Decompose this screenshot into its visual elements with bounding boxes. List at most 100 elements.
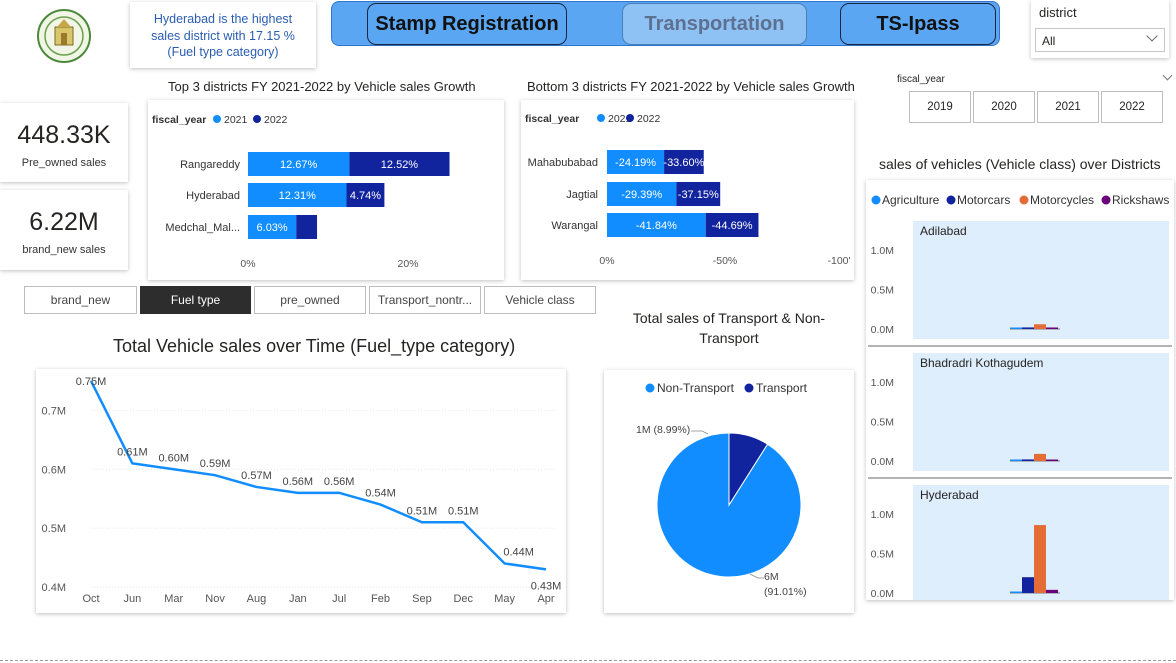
fiscal-year-2019-button[interactable]: 2019 [909,91,971,123]
navigation-bar: Stamp Registration Transportation TS-Ipa… [331,1,1000,46]
line-xtick: Jun [123,593,141,605]
panel-bar-rickshaws[interactable] [1046,327,1058,330]
top3-chart-title: Top 3 districts FY 2021-2022 by Vehicle … [168,79,476,94]
bottom3-bar-chart: fiscal_year 2021 2022 Mahabubabad -24.19%… [525,113,851,267]
panel-bar-rickshaws[interactable] [1046,459,1058,462]
panel-bar-rickshaws[interactable] [1046,589,1058,593]
tab-fuel-type[interactable]: Fuel type [140,286,251,314]
brand-new-sales-value: 6.22M [29,208,99,236]
district-dropdown[interactable]: All [1035,28,1165,52]
bottom3-legend-2021: 2021 [608,113,632,125]
bottom3-chart-card: fiscal_year 2021 2022 Mahabubabad -24.19%… [521,100,854,280]
bottom3-bar-label: -29.39% [621,189,662,201]
top3-category-label: Rangareddy [180,159,240,171]
line-series[interactable] [89,380,547,571]
line-data-label: 0.54M [365,488,396,500]
line-data-label: 0.51M [407,505,438,517]
fiscal-year-2020-button[interactable]: 2020 [973,91,1035,123]
bottom3-bar-2022[interactable] [705,213,759,237]
top3-xtick-0: 0% [240,258,255,270]
panel-ytick: 0.0M [871,324,894,336]
bottom3-category-label: Warangal [551,220,598,232]
bottom3-bar-2021[interactable] [607,150,665,174]
bottom3-bar-2022[interactable] [676,182,721,206]
bottom3-bar-2022[interactable] [664,150,704,174]
line-data-label: 0.43M [531,580,562,592]
panel-bar-agriculture[interactable] [1010,459,1022,462]
vehicle-class-chart-card: Agriculture Motorcars Motorcycles Rickshaws… [866,180,1174,603]
pre-owned-sales-kpi: 448.33K Pre_owned sales [0,103,128,182]
panel-ytick: 1.0M [871,377,894,389]
pre-owned-sales-value: 448.33K [17,121,111,149]
panel-bar-motorcycles[interactable] [1034,525,1046,593]
top3-bar-chart: fiscal_year 2021 2022 Rangareddy 12.67% 12… [152,114,450,270]
bottom3-bar-2021[interactable] [607,182,677,206]
top3-bar-label: 12.31% [279,190,317,202]
top3-bar-2021[interactable] [248,215,297,239]
panel-background [913,221,1169,339]
panel-bar-agriculture[interactable] [1010,591,1022,594]
vehicle-class-small-multiples: Agriculture Motorcars Motorcycles Rickshaws… [868,193,1172,603]
nav-stamp-registration-button[interactable]: Stamp Registration [367,3,567,45]
line-xtick: Jan [289,593,307,605]
line-xtick: Mar [164,593,183,605]
top3-bar-2022[interactable] [349,152,450,176]
legend-dot-motorcars [946,195,956,205]
top3-bar-2022[interactable] [346,183,385,207]
tab-transport-nontransport[interactable]: Transport_nontr... [369,286,481,314]
top3-bar-2021[interactable] [248,183,347,207]
top3-xtick-1: 20% [397,258,418,270]
panel-bar-motorcars[interactable] [1022,327,1034,329]
insight-line-3: (Fuel type category) [167,45,279,59]
tab-brand-new[interactable]: brand_new [24,286,137,314]
brand-new-sales-kpi: 6.22M brand_new sales [0,190,128,270]
district-dropdown-value: All [1042,34,1056,48]
bottom3-chart-title: Bottom 3 districts FY 2021-2022 by Vehic… [527,79,855,94]
legend-motorcars: Motorcars [957,193,1010,207]
panel-background [913,353,1169,471]
panel-ytick: 1.0M [871,245,894,257]
line-data-label: 0.60M [158,452,189,464]
chevron-down-icon [1146,30,1158,42]
pie-title-line-1: Total sales of Transport & Non- [632,310,826,326]
panel-ytick: 0.5M [871,285,894,297]
pie-label-transport: 1M (8.99%) [636,424,690,436]
legend-2022-dot [253,115,261,123]
panel-bar-motorcars[interactable] [1022,459,1034,461]
top3-bar-label: 6.03% [257,222,288,234]
insight-line-2: sales district with 17.15 % [151,28,295,43]
top3-bar-2021[interactable] [248,152,350,176]
vehicle-class-chart-title: sales of vehicles (Vehicle class) over D… [879,156,1161,172]
top3-bar-2022[interactable] [296,215,318,239]
nav-ts-ipass-button[interactable]: TS-Ipass [840,3,996,45]
line-xtick: Sep [412,593,432,605]
bottom3-bar-label: -41.84% [636,220,677,232]
legend-2021-dot [213,115,221,123]
nav-transportation-button[interactable]: Transportation [622,3,807,45]
tab-pre-owned[interactable]: pre_owned [254,286,366,314]
panel-district-name: Bhadradri Kothagudem [920,356,1043,370]
panel-bar-motorcycles[interactable] [1034,324,1046,329]
legend-agriculture: Agriculture [882,193,940,207]
panel-ytick: 1.0M [871,509,894,521]
pie-slice-transport[interactable] [728,432,769,507]
panel-bar-agriculture[interactable] [1010,327,1022,330]
bottom3-xtick-0: 0% [599,255,614,267]
fiscal-year-2022-button[interactable]: 2022 [1101,91,1163,123]
panel-bar-motorcycles[interactable] [1034,453,1046,461]
fiscal-year-2021-button[interactable]: 2021 [1037,91,1099,123]
tab-vehicle-class[interactable]: Vehicle class [484,286,596,314]
panel-bar-motorcars[interactable] [1022,577,1034,593]
line-xtick: Apr [537,593,554,605]
bottom3-bar-2021[interactable] [607,213,706,237]
insight-line-1: Hyderabad is the highest [153,12,293,26]
legend-dot-motorcycles [1019,195,1029,205]
top3-legend-title: fiscal_year [152,114,206,126]
line-data-label: 0.44M [503,546,534,558]
chevron-down-icon[interactable] [1162,70,1173,81]
line-data-label: 0.56M [283,476,314,488]
panel-district-name: Adilabad [920,224,967,238]
line-xtick: Oct [82,593,99,605]
line-xtick: Dec [453,593,473,605]
pie-title-line-2: Transport [699,330,759,346]
